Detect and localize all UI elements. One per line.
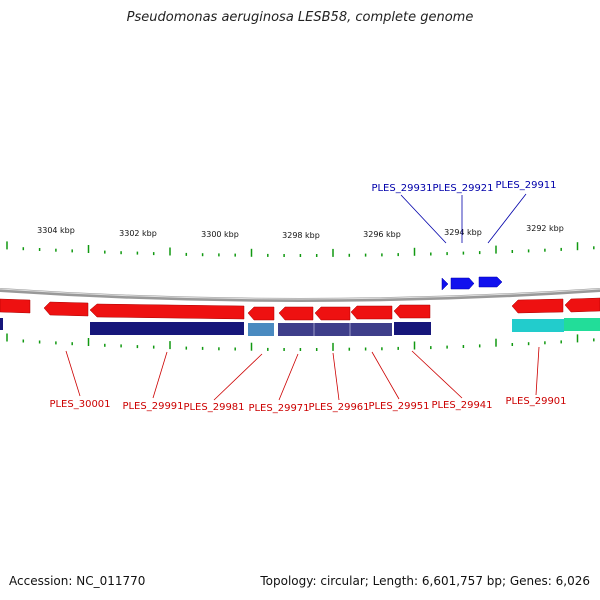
outer-tick-marks	[6, 241, 595, 257]
forward-gene-arrow-29911[interactable]	[478, 276, 503, 288]
leader-line-29991	[152, 351, 168, 399]
leader-line-29901	[535, 346, 540, 396]
reverse-gene-arrow-29951[interactable]	[350, 305, 393, 320]
forward-gene-arrow-29921[interactable]	[450, 277, 475, 290]
leader-line-29931	[400, 194, 447, 244]
gene-label-29971[interactable]: PLES_29971	[248, 403, 309, 414]
leader-line-29961	[332, 352, 340, 401]
scale-label-3294: 3294 kbp	[444, 228, 482, 237]
genome-backbone	[0, 288, 600, 302]
feature-band-navy	[90, 322, 244, 335]
scale-label-3302: 3302 kbp	[119, 229, 157, 238]
gene-label-29911[interactable]: PLES_29911	[495, 180, 556, 191]
leader-line-29941	[411, 350, 463, 399]
reverse-gene-arrow-29901[interactable]	[511, 298, 564, 314]
feature-band-edge	[0, 318, 3, 330]
gene-label-30001[interactable]: PLES_30001	[49, 399, 110, 410]
feature-band-cyan	[512, 319, 564, 332]
scale-label-3296: 3296 kbp	[363, 230, 401, 239]
gene-label-29931[interactable]: PLES_29931	[371, 183, 432, 194]
feature-band-purple	[278, 323, 392, 336]
scale-label-3292: 3292 kbp	[526, 224, 564, 233]
reverse-gene-arrow-30001[interactable]	[43, 301, 89, 317]
gene-label-29961[interactable]: PLES_29961	[308, 402, 369, 413]
scale-label-3304: 3304 kbp	[37, 226, 75, 235]
gene-label-29981[interactable]: PLES_29981	[183, 402, 244, 413]
gene-label-29951[interactable]: PLES_29951	[368, 401, 429, 412]
leader-line-30001	[65, 350, 81, 397]
forward-gene-arrow-small[interactable]	[441, 277, 449, 291]
inner-tick-marks	[6, 333, 595, 351]
leader-line-29951	[371, 351, 400, 400]
reverse-gene-arrow-29941[interactable]	[393, 304, 431, 319]
reverse-gene-arrow-edge-right[interactable]	[564, 297, 600, 313]
scale-label-3298: 3298 kbp	[282, 231, 320, 240]
feature-band-steelblue	[248, 323, 274, 336]
reverse-gene-arrow-29991[interactable]	[89, 303, 245, 320]
map-title: Pseudomonas aeruginosa LESB58, complete …	[126, 10, 474, 25]
reverse-gene-arrow-29981[interactable]	[247, 306, 275, 321]
topology-text: Topology: circular; Length: 6,601,757 bp…	[260, 574, 590, 588]
feature-band-navy-2	[394, 322, 431, 335]
accession-text: Accession: NC_011770	[9, 574, 146, 588]
reverse-gene-arrow-29961[interactable]	[314, 306, 351, 321]
leader-line-29911	[487, 193, 527, 244]
gene-label-29941[interactable]: PLES_29941	[431, 400, 492, 411]
leader-line-29981	[213, 353, 263, 401]
scale-label-3300: 3300 kbp	[201, 230, 239, 239]
feature-band-green	[564, 318, 600, 331]
leader-line-29971	[278, 353, 299, 401]
gene-label-29921[interactable]: PLES_29921	[432, 183, 493, 194]
genome-backbone-highlight	[0, 288, 600, 300]
reverse-gene-arrow-edge[interactable]	[0, 298, 31, 314]
gene-label-29991[interactable]: PLES_29991	[122, 401, 183, 412]
gene-label-29901[interactable]: PLES_29901	[505, 396, 566, 407]
reverse-gene-arrow-29971[interactable]	[278, 306, 314, 321]
